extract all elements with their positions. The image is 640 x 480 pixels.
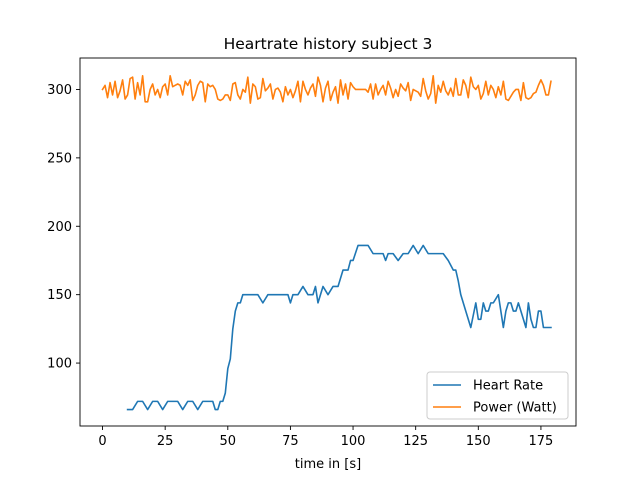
x-axis: 0 25 50 75 100 125 150 175	[98, 426, 553, 449]
series-line-1	[101, 74, 552, 104]
y-tick-label: 250	[47, 151, 72, 166]
y-tick-label: 200	[47, 220, 72, 235]
x-tick-label: 0	[98, 434, 106, 449]
x-tick-label: 175	[529, 434, 554, 449]
series-line-0	[126, 244, 552, 411]
legend-label-0: Heart Rate	[473, 379, 543, 394]
x-tick-label: 100	[341, 434, 366, 449]
legend-label-1: Power (Watt)	[473, 401, 557, 416]
x-axis-label: time in [s]	[295, 457, 361, 472]
y-tick-label: 300	[47, 83, 72, 98]
x-tick-label: 25	[157, 434, 174, 449]
legend-box	[426, 371, 569, 420]
y-axis: 100 150 200 250 300	[47, 83, 80, 372]
plot-frame	[79, 57, 577, 427]
x-tick-label: 75	[282, 434, 299, 449]
plot-area	[79, 57, 577, 427]
y-tick-label: 150	[47, 288, 72, 303]
x-tick-label: 150	[466, 434, 491, 449]
legend-entries: Heart Rate Power (Watt)	[433, 379, 557, 416]
x-tick-label: 50	[220, 434, 237, 449]
legend: Heart Rate Power (Watt)	[426, 371, 569, 420]
x-tick-label: 125	[403, 434, 428, 449]
series-layer	[101, 74, 552, 411]
chart-title: Heartrate history subject 3	[224, 35, 433, 53]
y-tick-label: 100	[47, 357, 72, 372]
